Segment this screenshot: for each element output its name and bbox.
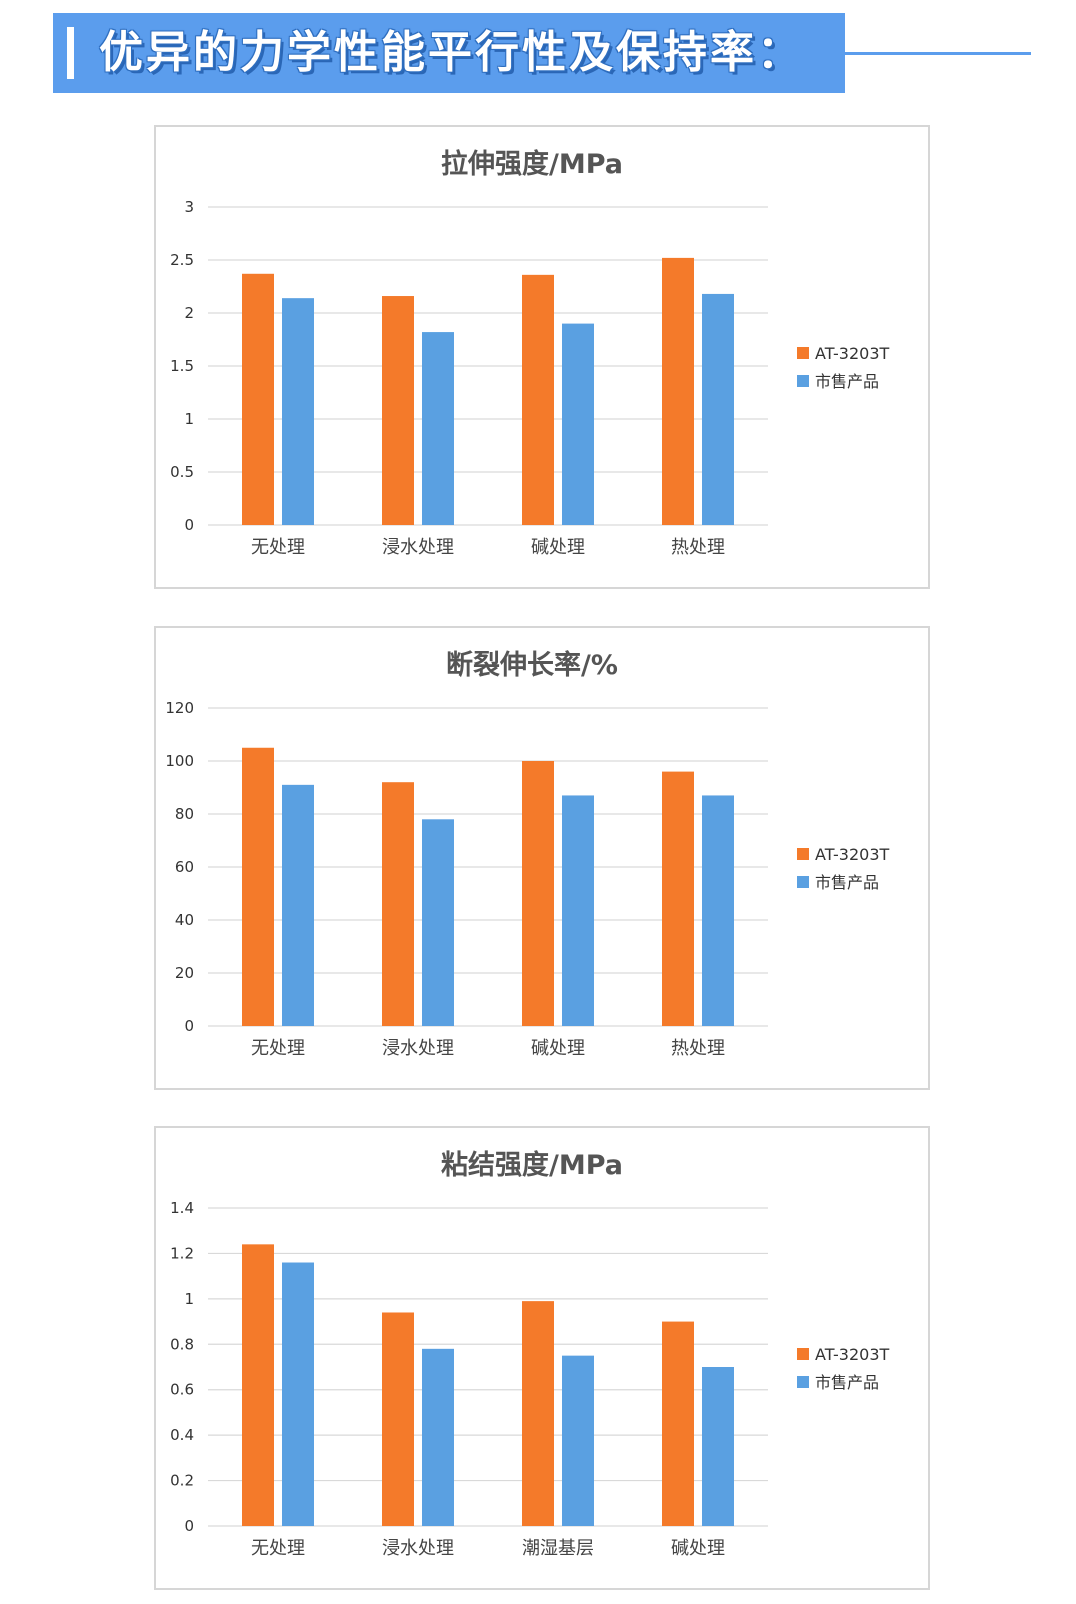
banner-accent-bar [67,27,74,79]
chart-bond-strength: 粘结强度/MPa 0 0.2 0.4 0.6 0.8 1 1.2 1.4 无处理 浸水处理 潮湿基层 碱… [154,1126,930,1590]
bar-market-product [282,298,314,525]
bar-market-product [702,795,734,1026]
bar-at-3203t [382,296,414,525]
legend-label: 市售产品 [815,1373,879,1392]
bar-market-product [562,795,594,1026]
header-banner: 优异的力学性能平行性及保持率： [53,13,845,93]
y-tick-label: 0 [184,1017,194,1035]
y-tick-label: 0 [184,1517,194,1535]
y-tick-label: 80 [175,805,194,823]
legend-swatch [797,848,809,860]
y-tick-label: 60 [175,858,194,876]
y-tick-label: 100 [165,752,194,770]
x-tick-label: 无处理 [251,1038,305,1059]
bar-market-product [422,819,454,1026]
legend-label: 市售产品 [815,372,879,391]
chart-svg: 断裂伸长率/% 0 20 40 60 80 100 120 无处理 浸水处理 碱处理 热处理 AT-32… [165,649,890,1059]
x-tick-label: 浸水处理 [382,537,454,558]
y-tick-label: 0.6 [170,1381,194,1399]
bar-market-product [282,1262,314,1526]
legend-label: 市售产品 [815,873,879,892]
legend-swatch [797,375,809,387]
bar-at-3203t [242,1244,274,1526]
bar-at-3203t [522,274,554,525]
y-tick-label: 2 [184,304,194,322]
y-tick-label: 120 [165,699,194,717]
chart-title: 拉伸强度/MPa [441,148,623,180]
bar-at-3203t [522,761,554,1026]
y-tick-label: 0.4 [170,1426,194,1444]
x-tick-label: 浸水处理 [382,1038,454,1059]
y-tick-label: 1 [184,1290,194,1308]
y-tick-label: 0.2 [170,1472,194,1490]
legend-swatch [797,347,809,359]
legend-label: AT-3203T [815,344,890,363]
chart-tensile-strength: 拉伸强度/MPa 0 0.5 1 1.5 2 2.5 3 无处理 浸水处理 碱处理 热处理 AT-320… [154,125,930,589]
bar-market-product [422,1348,454,1526]
bar-market-product [702,293,734,525]
y-tick-label: 2.5 [170,251,194,269]
x-tick-label: 碱处理 [531,537,585,558]
chart-elongation-at-break: 断裂伸长率/% 0 20 40 60 80 100 120 无处理 浸水处理 碱处理 热处理 AT-32… [154,626,930,1090]
bar-market-product [562,1355,594,1526]
bar-market-product [562,323,594,525]
y-tick-label: 40 [175,911,194,929]
legend-swatch [797,876,809,888]
header-rule [845,52,1031,55]
bar-market-product [422,332,454,525]
y-tick-label: 3 [184,198,194,216]
bar-at-3203t [242,747,274,1026]
chart-title: 断裂伸长率/% [446,649,618,681]
x-tick-label: 浸水处理 [382,1538,454,1559]
x-tick-label: 潮湿基层 [522,1538,594,1559]
y-tick-label: 1 [184,410,194,428]
x-tick-label: 碱处理 [671,1538,725,1559]
y-tick-label: 1.4 [170,1199,194,1217]
y-tick-label: 1.2 [170,1244,194,1262]
chart-svg: 粘结强度/MPa 0 0.2 0.4 0.6 0.8 1 1.2 1.4 无处理 浸水处理 潮湿基层 碱… [170,1149,890,1559]
bar-at-3203t [242,273,274,525]
x-tick-label: 碱处理 [531,1038,585,1059]
y-tick-label: 0.8 [170,1335,194,1353]
x-tick-label: 热处理 [671,537,725,558]
bar-at-3203t [662,1321,694,1526]
legend-label: AT-3203T [815,845,890,864]
legend-swatch [797,1376,809,1388]
bar-at-3203t [522,1301,554,1526]
bar-market-product [282,784,314,1026]
bar-at-3203t [662,771,694,1026]
chart-title: 粘结强度/MPa [441,1149,623,1181]
y-tick-label: 20 [175,964,194,982]
bar-at-3203t [382,1312,414,1526]
x-tick-label: 无处理 [251,1538,305,1559]
y-tick-label: 1.5 [170,357,194,375]
legend-swatch [797,1348,809,1360]
bar-at-3203t [662,257,694,525]
y-tick-label: 0 [184,516,194,534]
bar-at-3203t [382,782,414,1026]
x-tick-label: 热处理 [671,1038,725,1059]
bar-market-product [702,1367,734,1526]
x-tick-label: 无处理 [251,537,305,558]
page-title: 优异的力学性能平行性及保持率： [99,27,804,78]
chart-svg: 拉伸强度/MPa 0 0.5 1 1.5 2 2.5 3 无处理 浸水处理 碱处理 热处理 AT-320… [170,148,890,558]
legend-label: AT-3203T [815,1345,890,1364]
y-tick-label: 0.5 [170,463,194,481]
